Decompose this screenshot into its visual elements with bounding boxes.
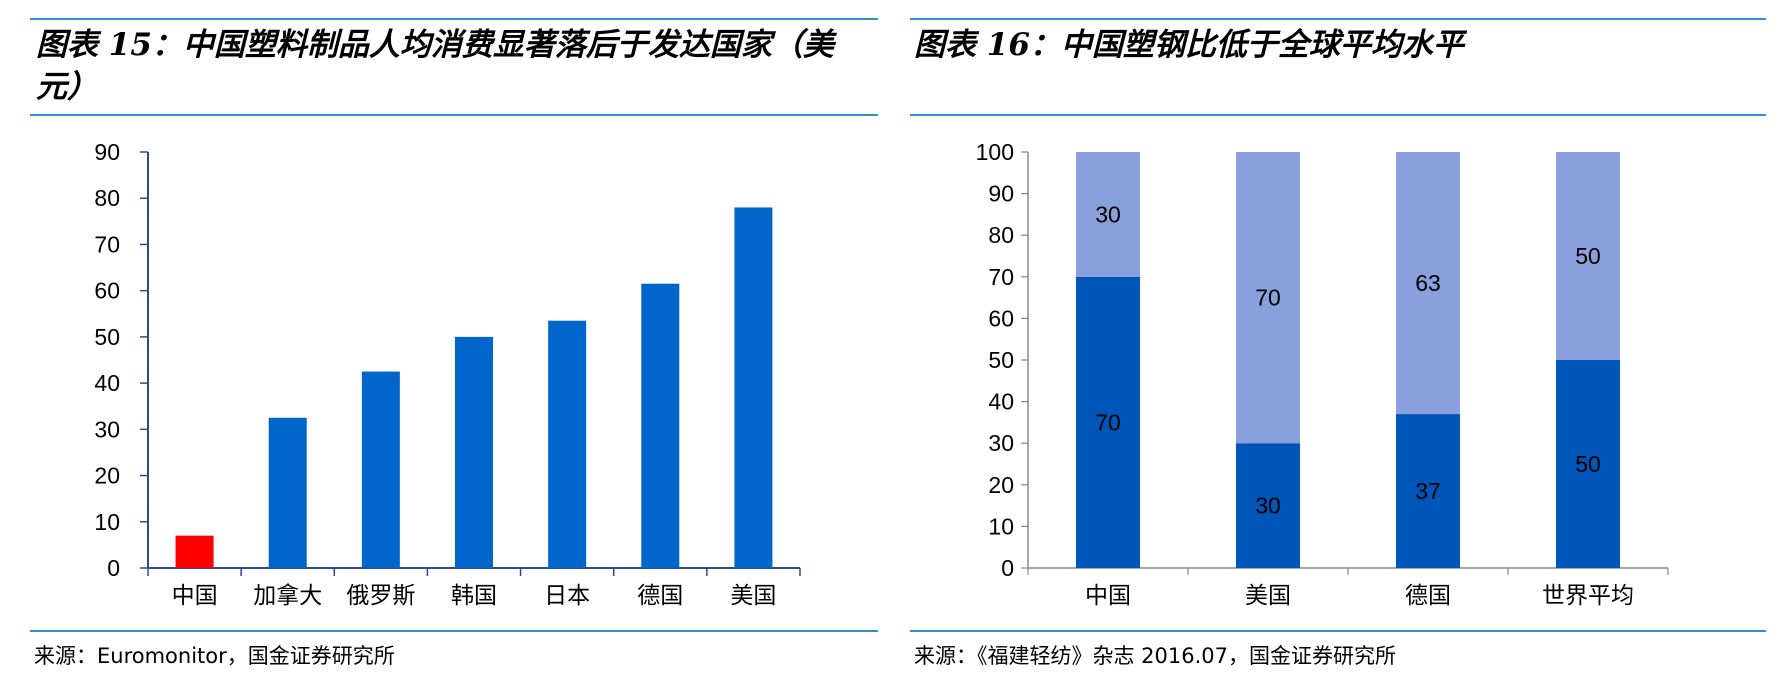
y-tick-label: 10 [94,509,120,535]
bar [455,336,493,568]
bar [641,283,680,568]
chart-title: 图表 15：中国塑料制品人均消费显著落后于发达国家（美元） [36,27,834,105]
y-tick-label: 100 [976,139,1014,165]
y-tick-label: 30 [988,430,1014,456]
title-top-rule [910,18,1766,20]
bar [548,320,587,568]
stacked-bar-segment [1556,360,1620,568]
stacked-bar-segment [1396,152,1460,415]
bar [734,207,773,568]
y-tick-label: 50 [94,324,120,350]
x-tick-label: 美国 [730,582,776,608]
data-label: 30 [1255,493,1281,519]
source-rule [910,630,1766,632]
data-label: 50 [1575,451,1601,477]
stacked-bar-segment [1076,276,1140,568]
stacked-bar-segment [1236,152,1300,444]
bar-chart-consumption: 0 10 20 30 40 50 60 70 80 90 中国 加拿大 俄罗斯 韩国 日本 德国 美国 [94,139,801,608]
y-tick-label: 90 [94,139,120,165]
y-tick-label: 30 [94,416,120,442]
y-tick-label: 90 [988,181,1014,207]
stacked-bar-segment [1076,152,1140,277]
y-tick-label: 80 [94,185,120,211]
x-tick-label: 中国 [1085,582,1131,608]
data-label: 30 [1095,201,1121,227]
y-tick-label: 20 [988,472,1014,498]
chart-panel-right: 图表 16：中国塑钢比低于全球平均水平 0 10 20 30 40 50 60 70 80 90 1… [900,0,1786,676]
source-note: 来源：《福建轻纺》杂志 2016.07，国金证券研究所 [914,644,1397,668]
x-tick-label: 中国 [172,582,218,608]
stacked-bar-chart-ratio: 0 10 20 30 40 50 60 70 80 90 100 70 30 中国 30 70 美国 37 63 德国… [976,139,1669,608]
source-note: 来源：Euromonitor，国金证券研究所 [34,644,395,668]
y-tick-label: 0 [107,555,120,581]
bar [361,371,400,568]
title-bottom-rule [30,114,878,116]
bar [268,417,307,568]
data-label: 50 [1575,243,1601,269]
y-tick-label: 70 [94,231,120,257]
data-label: 63 [1415,270,1441,296]
data-label: 70 [1255,285,1281,311]
y-tick-label: 10 [988,513,1014,539]
chart-title: 图表 16：中国塑钢比低于全球平均水平 [914,27,1464,63]
stacked-bar-segment [1396,414,1460,568]
x-tick-label: 韩国 [451,582,497,608]
title-top-rule [30,18,878,20]
x-tick-label: 加拿大 [253,582,322,608]
data-label: 37 [1415,478,1441,504]
stacked-bar-segment [1556,152,1620,360]
x-tick-label: 世界平均 [1542,582,1634,608]
y-tick-label: 0 [1001,555,1014,581]
source-rule [30,630,878,632]
y-tick-label: 40 [988,389,1014,415]
y-tick-label: 80 [988,222,1014,248]
y-tick-label: 40 [94,370,120,396]
x-tick-label: 美国 [1245,582,1291,608]
data-label: 70 [1095,409,1121,435]
y-tick-label: 50 [988,347,1014,373]
y-tick-label: 60 [988,305,1014,331]
x-tick-label: 日本 [544,582,590,608]
x-tick-label: 德国 [1405,582,1451,608]
x-tick-label: 俄罗斯 [346,582,415,608]
y-tick-label: 20 [94,463,120,489]
bar [175,535,214,568]
y-tick-label: 70 [988,264,1014,290]
stacked-bar-segment [1236,443,1300,568]
title-bottom-rule [910,114,1766,116]
chart-panel-left: 图表 15：中国塑料制品人均消费显著落后于发达国家（美元） 0 10 20 30 40 5… [0,0,880,676]
y-tick-label: 60 [94,278,120,304]
x-tick-label: 德国 [637,582,683,608]
